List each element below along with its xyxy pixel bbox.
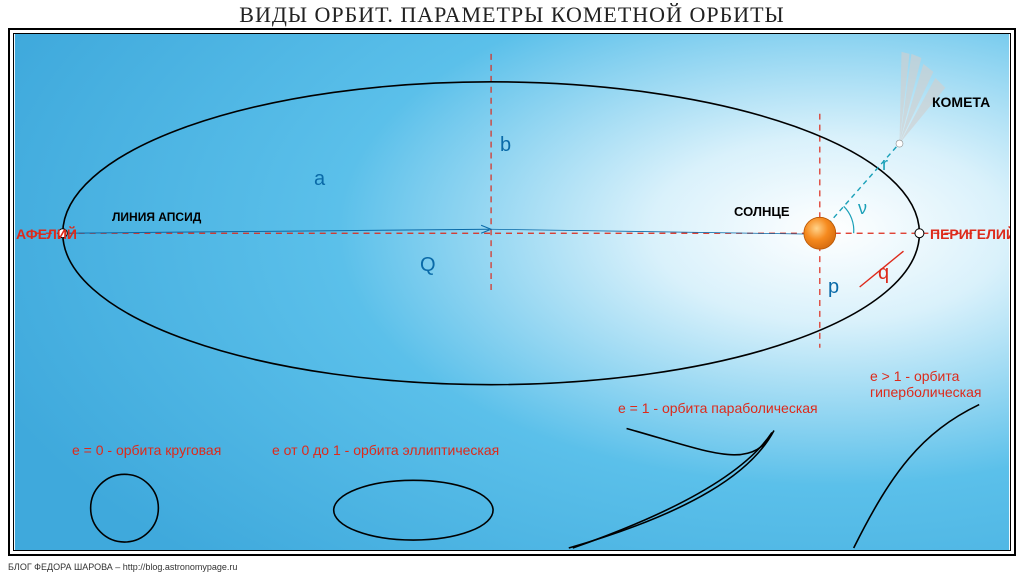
outer-frame: АФЕЛИЙ ПЕРИГЕЛИЙ ЛИНИЯ АПСИД СОЛНЦЕ КОМЕ…	[8, 28, 1016, 556]
orbit-type-circle-label: e = 0 - орбита круговая	[72, 442, 221, 458]
apsid-line-label: ЛИНИЯ АПСИД	[112, 210, 201, 224]
diagram-svg	[14, 34, 1010, 550]
aphelion-label: АФЕЛИЙ	[16, 226, 77, 242]
comet-label: КОМЕТА	[932, 94, 990, 110]
param-nu: ν	[858, 198, 867, 219]
orbit-type-ellipse-label: e от 0 до 1 - орбита эллиптическая	[272, 442, 499, 458]
orbit-type-hyperbola-label-1: e > 1 - орбита	[870, 368, 959, 384]
inner-frame: АФЕЛИЙ ПЕРИГЕЛИЙ ЛИНИЯ АПСИД СОЛНЦЕ КОМЕ…	[13, 33, 1011, 551]
perihelion-point	[915, 229, 924, 238]
footer-credit: БЛОГ ФЕДОРА ШАРОВА – http://blog.astrono…	[8, 562, 237, 572]
param-r: r	[882, 154, 888, 175]
param-a: a	[314, 168, 325, 191]
param-Q: Q	[420, 254, 436, 277]
param-b: b	[500, 134, 511, 157]
param-p: p	[828, 276, 839, 299]
orbit-type-parabola-label: e = 1 - орбита параболическая	[618, 400, 818, 416]
perihelion-label: ПЕРИГЕЛИЙ	[930, 226, 1011, 242]
sun-icon	[804, 217, 836, 249]
param-q: q	[878, 262, 889, 285]
orbit-type-hyperbola-label-2: гиперболическая	[870, 384, 981, 400]
sky-background	[15, 34, 1009, 550]
sun-label: СОЛНЦЕ	[734, 204, 790, 219]
page-title: ВИДЫ ОРБИТ. ПАРАМЕТРЫ КОМЕТНОЙ ОРБИТЫ	[0, 0, 1024, 28]
comet-nucleus	[896, 140, 903, 147]
